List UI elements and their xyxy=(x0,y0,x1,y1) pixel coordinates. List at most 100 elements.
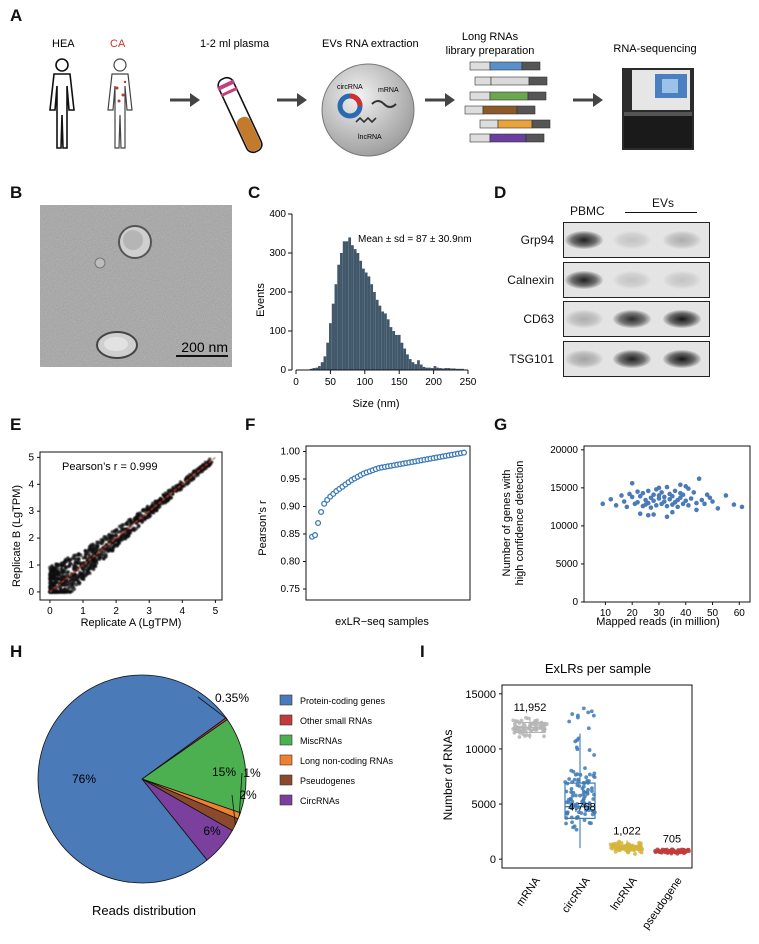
legend-swatch xyxy=(279,794,293,806)
histogram-bar xyxy=(441,368,445,370)
data-point xyxy=(587,801,592,806)
hea-label: HEA xyxy=(52,38,75,50)
histogram-bar xyxy=(430,368,434,370)
data-point xyxy=(704,492,710,498)
y-tick-label: 5 xyxy=(28,452,34,463)
data-point xyxy=(48,585,52,589)
data-point xyxy=(102,556,106,561)
data-point xyxy=(581,796,586,801)
y-axis-label: high confidence detection xyxy=(514,461,526,586)
data-point xyxy=(125,522,130,527)
data-point xyxy=(116,538,121,542)
legend-swatch xyxy=(279,754,293,766)
blot-strip xyxy=(563,341,710,377)
histogram-bar xyxy=(309,368,313,370)
circrna-label: circRNA xyxy=(337,84,363,91)
data-point xyxy=(146,507,150,512)
data-point xyxy=(583,812,587,817)
data-point xyxy=(104,552,108,557)
data-point xyxy=(662,494,667,500)
data-point xyxy=(710,499,715,504)
data-point xyxy=(185,474,190,479)
data-point xyxy=(511,718,516,723)
histogram-bar xyxy=(370,284,374,370)
data-point xyxy=(564,821,568,826)
data-point xyxy=(586,787,590,792)
data-point xyxy=(65,589,70,594)
size-histogram: Mean ± sd = 87 ± 30.9nm Size (nm) Events… xyxy=(255,209,477,410)
scale-bar-label: 200 nm xyxy=(181,339,228,355)
data-point xyxy=(165,498,170,503)
arrow-icon xyxy=(170,93,603,107)
x-tick-label: 2 xyxy=(113,606,119,617)
y-tick-label: 10000 xyxy=(465,744,496,756)
data-point xyxy=(91,566,95,570)
data-point xyxy=(570,793,575,798)
x-tick-label: 100 xyxy=(356,377,373,388)
data-point xyxy=(645,500,651,506)
data-point xyxy=(62,560,67,565)
data-point xyxy=(49,569,53,574)
y-tick-label: 10000 xyxy=(550,521,578,532)
data-point xyxy=(675,504,681,510)
exlrs-per-sample-chart: ExLRs per sample Number of RNAs 0 5000 100… xyxy=(441,661,693,932)
y-tick-label: 0.75 xyxy=(281,584,301,595)
x-tick-label: 200 xyxy=(425,377,442,388)
data-point xyxy=(137,518,142,523)
data-point xyxy=(68,590,72,594)
data-point xyxy=(169,489,174,493)
data-point xyxy=(66,574,71,578)
data-point xyxy=(573,739,578,744)
data-point xyxy=(94,559,99,563)
histogram-bar xyxy=(381,311,385,370)
y-tick-label: 0 xyxy=(490,854,496,866)
data-point xyxy=(686,503,691,508)
vesicle-shape xyxy=(118,225,152,259)
data-point xyxy=(590,786,594,791)
histogram-bar xyxy=(389,327,393,370)
plasma-label: 1-2 ml plasma xyxy=(200,38,270,50)
histogram-bar xyxy=(458,368,462,370)
data-point xyxy=(627,491,632,497)
histogram-bar xyxy=(320,362,324,370)
protein-band xyxy=(565,310,603,328)
data-point xyxy=(206,464,211,468)
data-point xyxy=(90,557,94,561)
histogram-bar xyxy=(452,368,456,370)
data-point xyxy=(731,502,737,507)
data-point xyxy=(659,490,664,495)
data-point xyxy=(567,777,572,781)
data-point xyxy=(575,747,580,752)
histogram-bar xyxy=(447,368,451,370)
data-point xyxy=(624,504,630,510)
data-point xyxy=(573,793,578,798)
protein-band xyxy=(613,231,651,249)
y-tick-label: 2 xyxy=(28,533,34,544)
data-point xyxy=(651,498,656,504)
histogram-bar xyxy=(400,342,404,370)
data-point xyxy=(114,528,118,532)
data-point xyxy=(136,523,141,528)
data-point xyxy=(179,487,184,491)
data-point xyxy=(149,509,153,514)
x-axis-label: Reads distribution xyxy=(92,903,196,918)
histogram-bar xyxy=(323,356,327,370)
data-point xyxy=(584,808,588,813)
data-point xyxy=(567,719,572,724)
legend-label: Protein-coding genes xyxy=(300,696,386,706)
data-point xyxy=(64,579,69,584)
legend-swatch xyxy=(279,774,293,786)
y-tick-label: 0.85 xyxy=(281,529,301,540)
data-point xyxy=(311,532,319,539)
legend-label: Pseudogenes xyxy=(300,776,356,786)
data-point xyxy=(591,713,596,718)
identity-line xyxy=(49,456,216,593)
x-axis-label: exLR−seq samples xyxy=(335,616,429,628)
data-point xyxy=(648,505,654,510)
data-point xyxy=(72,587,76,591)
data-point xyxy=(686,486,691,491)
median-label: 11,952 xyxy=(514,702,547,714)
protein-band xyxy=(613,350,651,368)
lncrna-label: lncRNA xyxy=(358,134,382,141)
data-point xyxy=(166,492,171,497)
